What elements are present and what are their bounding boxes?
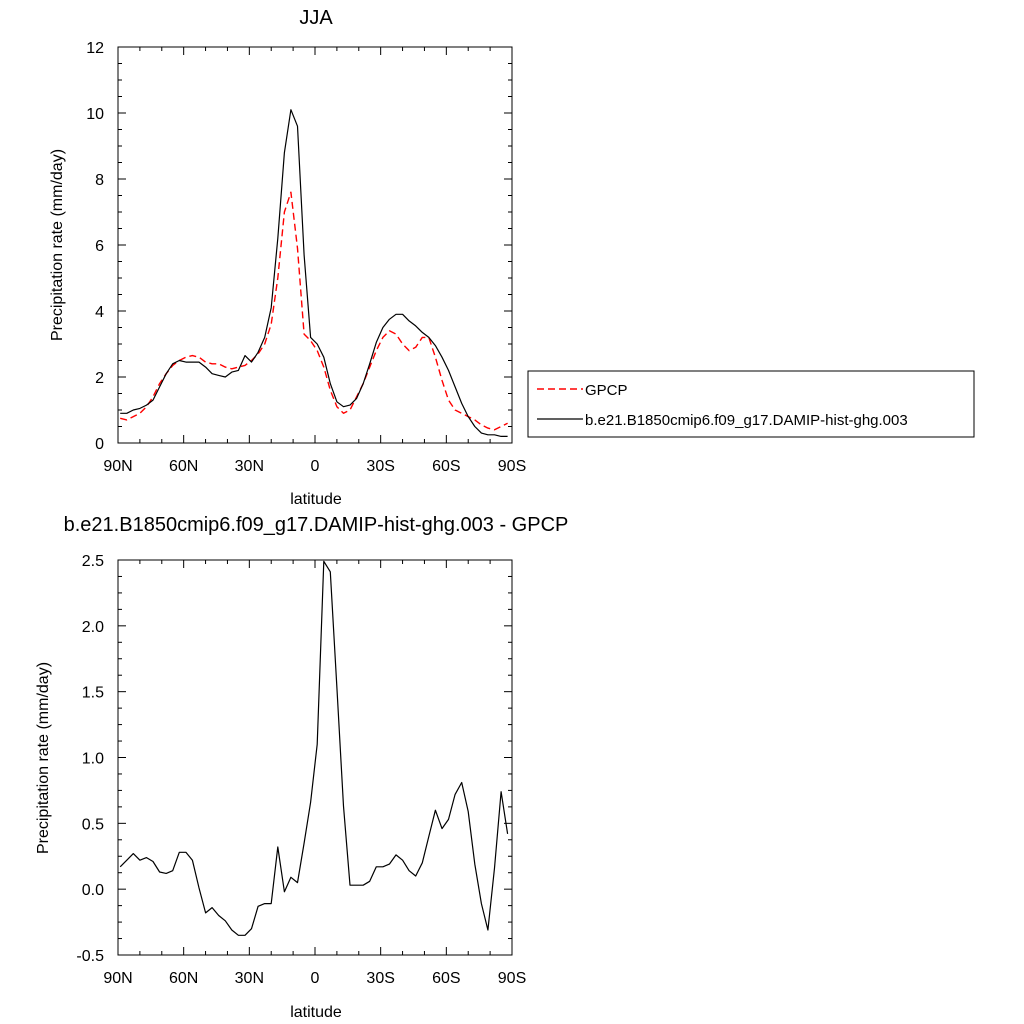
top-chart-y-tick-label: 12	[86, 40, 104, 57]
bottom-chart-title: b.e21.B1850cmip6.f09_g17.DAMIP-hist-ghg.…	[64, 514, 569, 536]
top-chart-series-line-model	[120, 109, 508, 437]
top-chart-y-tick-label: 2	[95, 370, 104, 387]
top-chart-x-tick-label: 30N	[235, 458, 264, 475]
top-chart-y-tick-label: 4	[95, 304, 104, 321]
bottom-chart-y-tick-label: 1.5	[82, 685, 104, 702]
top-chart-x-tick-label: 90S	[498, 458, 526, 475]
top-chart-y-tick-label: 0	[95, 436, 104, 453]
bottom-chart-y-tick-label: 1.0	[82, 751, 104, 768]
legend-label-gpcp: GPCP	[585, 382, 628, 399]
bottom-chart-x-tick-label: 30N	[235, 970, 264, 987]
top-chart-x-axis-label: latitude	[290, 491, 342, 508]
bottom-chart-series-line-difference	[119, 560, 509, 936]
top-chart-series-line-gpcp	[120, 191, 508, 431]
legend-frame	[527, 370, 975, 438]
top-chart-frame	[117, 46, 513, 444]
bottom-chart-x-tick-label: 0	[311, 970, 320, 987]
bottom-chart-y-axis-label: Precipitation rate (mm/day)	[35, 662, 52, 854]
top-chart-title: JJA	[299, 7, 333, 29]
top-chart-x-tick-label: 30S	[366, 458, 394, 475]
bottom-chart-x-tick-label: 60S	[432, 970, 460, 987]
top-chart-x-tick-label: 0	[311, 458, 320, 475]
top-chart-y-axis-label: Precipitation rate (mm/day)	[49, 149, 66, 341]
top-chart-x-tick-label: 90N	[103, 458, 132, 475]
legend-label-model: b.e21.B1850cmip6.f09_g17.DAMIP-hist-ghg.…	[585, 412, 908, 429]
top-chart-x-tick-label: 60S	[432, 458, 460, 475]
top-chart-x-tick-label: 60N	[169, 458, 198, 475]
bottom-chart-frame	[117, 559, 513, 956]
bottom-chart-x-tick-label: 60N	[169, 970, 198, 987]
bottom-chart-x-tick-label: 30S	[366, 970, 394, 987]
bottom-chart-y-tick-label: 2.5	[82, 553, 104, 570]
bottom-chart-x-tick-label: 90N	[103, 970, 132, 987]
top-chart-y-tick-label: 8	[95, 172, 104, 189]
bottom-chart-x-axis-label: latitude	[290, 1004, 342, 1021]
top-chart-plot-area: 90N 60N 30N 0 30S 60S 90S 0 2 4 6 8 10 12	[86, 40, 526, 475]
top-chart-y-tick-label: 6	[95, 238, 104, 255]
bottom-chart-y-tick-label: 0.0	[82, 882, 104, 899]
bottom-chart-y-tick-label: 2.0	[82, 619, 104, 636]
bottom-chart-x-tick-label: 90S	[498, 970, 526, 987]
top-chart-y-tick-label: 10	[86, 106, 104, 123]
bottom-chart-plot-area: 90N 60N 30N 0 30S 60S 90S -0.5 0.0 0.5 1.0 1.5 2.0 2.…	[76, 553, 526, 987]
bottom-chart-y-tick-label: 0.5	[82, 816, 104, 833]
top-chart-legend: GPCP b.e21.B1850cmip6.f09_g17.DAMIP-hist…	[527, 370, 975, 438]
bottom-chart-y-tick-label: -0.5	[76, 948, 104, 965]
